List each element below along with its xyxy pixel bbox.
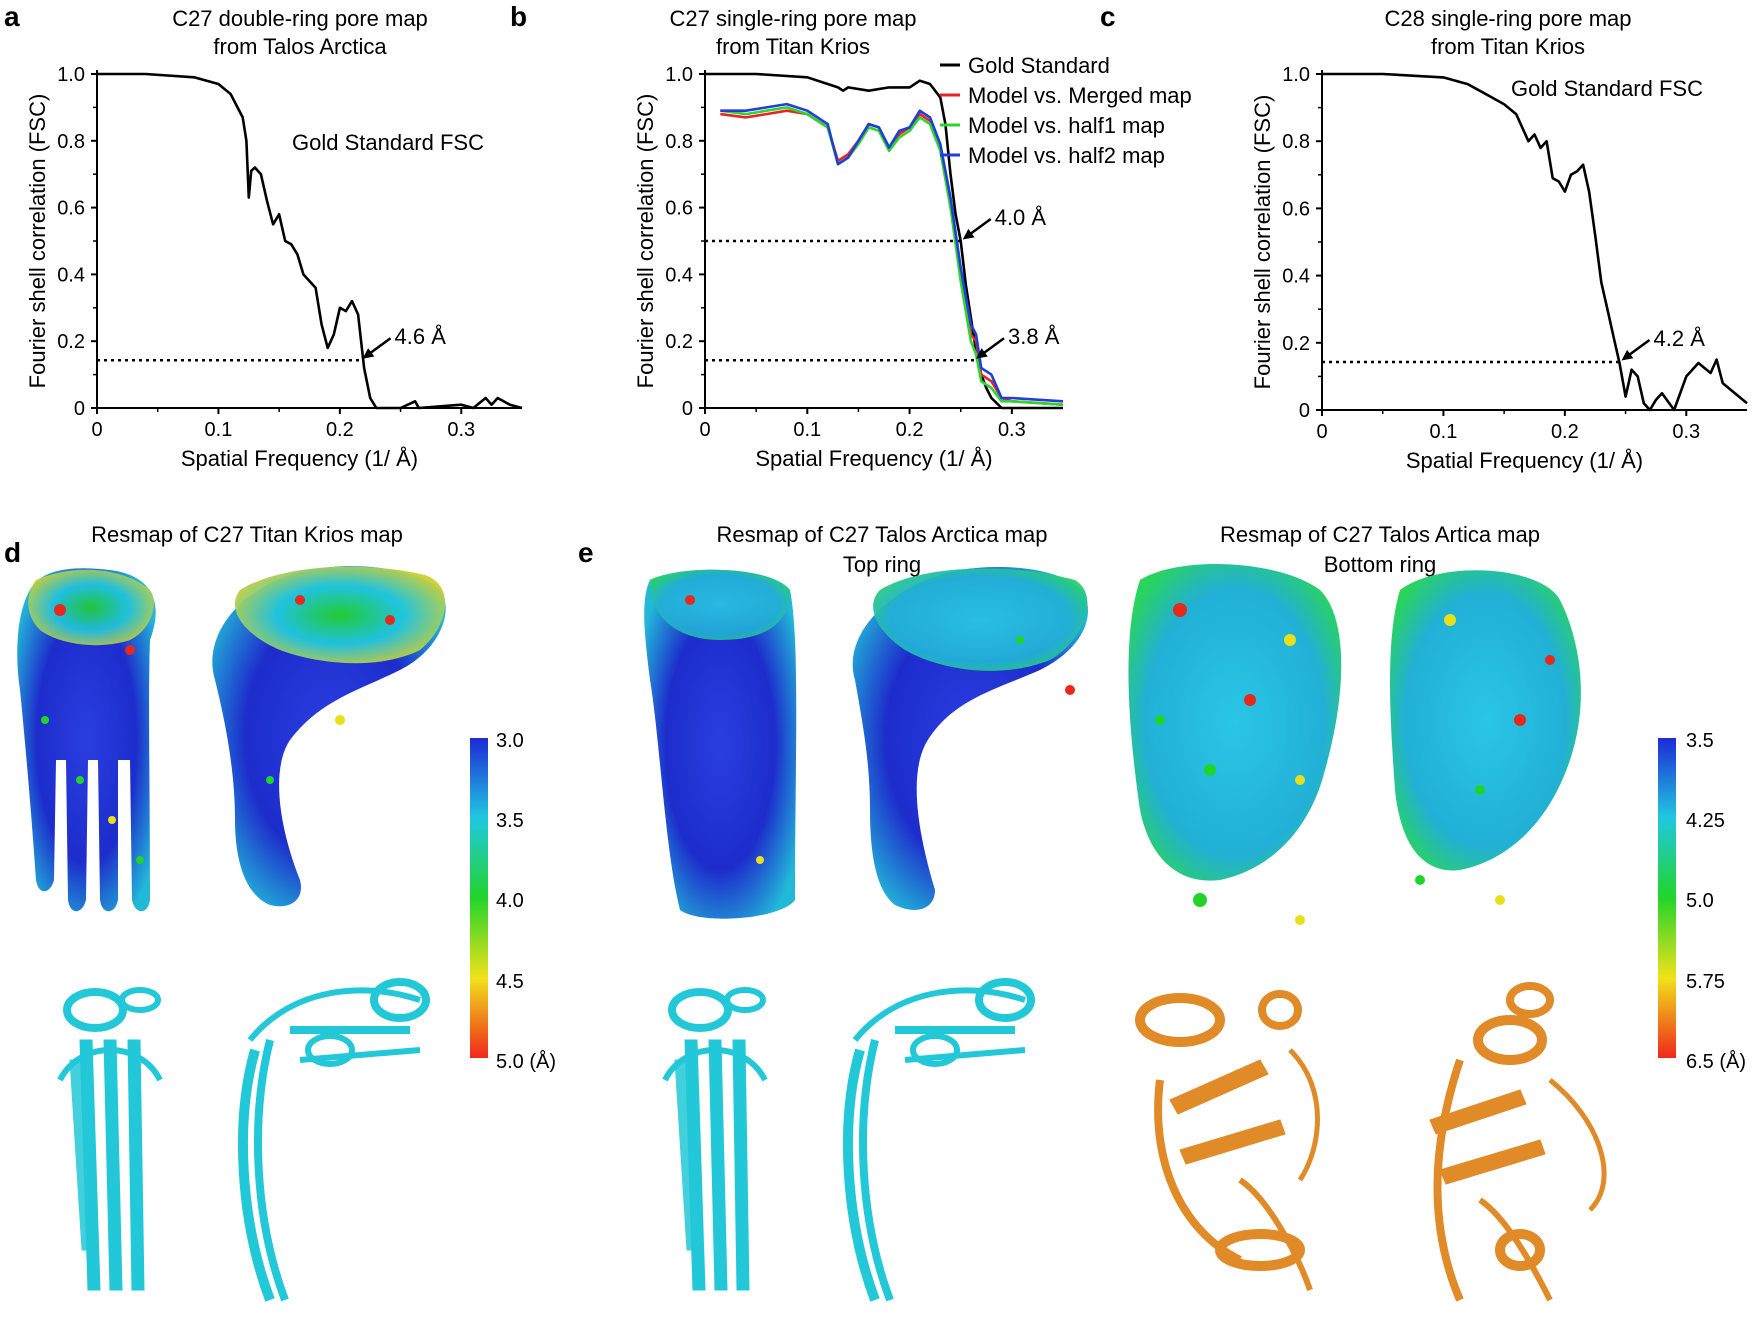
colorbar-d-tick: 4.0 (496, 890, 524, 912)
ribbon-model-e-top-front (843, 978, 1035, 1302)
panel-label-a: a (4, 1, 20, 32)
x-tick-label: 0.3 (998, 419, 1026, 441)
y-tick-label: 0.8 (1282, 131, 1310, 153)
y-tick-label: 0 (682, 398, 693, 420)
panel-label-e: e (578, 537, 594, 568)
colorbar-d-tick: 3.0 (496, 730, 524, 752)
x-axis-label: Spatial Frequency (1/ Å) (1406, 448, 1643, 473)
chart-title: C28 single-ring pore map (1384, 6, 1631, 31)
annotation-arrowhead (362, 348, 375, 359)
annotation-label: 3.8 Å (1008, 324, 1060, 349)
annotation-label: 4.6 Å (395, 324, 447, 349)
ribbon-model-e-top-side (662, 987, 768, 1291)
chart-title: C27 double-ring pore map (172, 6, 428, 31)
x-tick-label: 0.2 (896, 419, 924, 441)
ribbon-model-e-bottom-front (1429, 982, 1607, 1302)
series-line (97, 72, 523, 410)
annotation-arrowhead (1621, 349, 1634, 361)
y-tick-label: 0.4 (665, 264, 693, 286)
panel-label-d: d (4, 537, 21, 568)
y-axis-label: Fourier shell correlation (FSC) (25, 94, 50, 389)
y-tick-label: 1.0 (665, 64, 693, 86)
x-tick-label: 0.2 (1551, 421, 1579, 443)
colorbar-d-tick: 4.5 (496, 971, 524, 993)
panel-label-c: c (1100, 1, 1116, 32)
y-tick-label: 0.8 (57, 131, 85, 153)
legend-entry: Model vs. Merged map (968, 83, 1192, 108)
y-tick-label: 0.2 (57, 331, 85, 353)
x-tick-label: 0.1 (793, 419, 821, 441)
x-tick-label: 0.3 (1672, 421, 1700, 443)
density-map-e-bottom-side (1128, 563, 1342, 925)
colorbar-d-tick: 5.0 (Å) (496, 1050, 556, 1073)
y-tick-label: 0.8 (665, 131, 693, 153)
chart-a: C27 double-ring pore map from Talos Arcti… (25, 6, 523, 471)
panel-label-b: b (510, 1, 527, 32)
colorbar-e-tick: 3.5 (1686, 730, 1714, 752)
colorbar-d-tick: 3.5 (496, 810, 524, 832)
ribbon-model-d-side (57, 987, 163, 1291)
y-axis-label: Fourier shell correlation (FSC) (633, 94, 658, 389)
x-axis-label: Spatial Frequency (1/ Å) (755, 446, 992, 471)
legend-entry: Model vs. half2 map (968, 143, 1165, 168)
y-tick-label: 0.6 (665, 198, 693, 220)
y-axis-label: Fourier shell correlation (FSC) (1250, 95, 1275, 390)
y-tick-label: 0.4 (1282, 266, 1310, 288)
density-map-d-side (17, 568, 156, 912)
ribbon-model-e-bottom-side (1135, 990, 1320, 1291)
annotation-label: 4.0 Å (995, 205, 1047, 230)
chart-c: C28 single-ring pore map from Titan Krios… (1250, 6, 1748, 473)
annotation-label: 4.2 Å (1654, 326, 1706, 351)
y-tick-label: 0.2 (1282, 333, 1310, 355)
density-map-e-bottom-front (1390, 570, 1581, 905)
panel-e-title-right-1: Resmap of C27 Talos Artica map (1220, 522, 1540, 547)
series-line (1322, 72, 1748, 412)
y-tick-label: 0.2 (665, 331, 693, 353)
series-line (705, 72, 1063, 410)
panel-e-title-right-2: Bottom ring (1324, 552, 1437, 577)
legend-entry: Gold Standard (968, 53, 1110, 78)
series-line (720, 102, 1064, 403)
x-tick-label: 0 (1316, 421, 1327, 443)
x-tick-label: 0 (91, 419, 102, 441)
x-tick-label: 0.3 (447, 419, 475, 441)
density-map-d-front (212, 566, 446, 907)
colorbar-e-tick: 4.25 (1686, 810, 1725, 832)
y-tick-label: 0.6 (1282, 198, 1310, 220)
ribbon-model-d-front (238, 978, 430, 1302)
x-tick-label: 0 (699, 419, 710, 441)
y-tick-label: 0.6 (57, 198, 85, 220)
chart-subtitle: from Talos Arctica (213, 34, 387, 59)
colorbar-e-tick: 6.5 (Å) (1686, 1050, 1746, 1073)
annotation-arrowhead (976, 348, 988, 359)
y-tick-label: 1.0 (1282, 64, 1310, 86)
colorbar-d (470, 738, 488, 1058)
series-line (720, 106, 1064, 406)
chart-title: C27 single-ring pore map (669, 6, 916, 31)
chart-b: C27 single-ring pore map from Titan Krios… (633, 6, 1192, 471)
density-map-e-top-front (852, 567, 1088, 910)
y-tick-label: 0 (1299, 400, 1310, 422)
panel-d-title: Resmap of C27 Titan Krios map (91, 522, 403, 547)
colorbar-e (1658, 738, 1676, 1058)
density-map-e-top-side (644, 569, 797, 919)
panel-e-title-left-1: Resmap of C27 Talos Arctica map (717, 522, 1048, 547)
chart-subtitle: from Titan Krios (716, 34, 870, 59)
chart-subtitle: from Titan Krios (1431, 34, 1585, 59)
annotation-label: Gold Standard FSC (292, 130, 484, 155)
legend-entry: Model vs. half1 map (968, 113, 1165, 138)
panel-e-title-left-2: Top ring (843, 552, 921, 577)
x-tick-label: 0.2 (326, 419, 354, 441)
annotation-arrowhead (962, 228, 975, 240)
colorbar-e-tick: 5.0 (1686, 890, 1714, 912)
colorbar-e-tick: 5.75 (1686, 971, 1725, 993)
y-tick-label: 1.0 (57, 64, 85, 86)
y-tick-label: 0 (74, 398, 85, 420)
y-tick-label: 0.4 (57, 264, 85, 286)
x-tick-label: 0.1 (205, 419, 233, 441)
annotation-label: Gold Standard FSC (1511, 76, 1703, 101)
x-tick-label: 0.1 (1430, 421, 1458, 443)
x-axis-label: Spatial Frequency (1/ Å) (181, 446, 418, 471)
